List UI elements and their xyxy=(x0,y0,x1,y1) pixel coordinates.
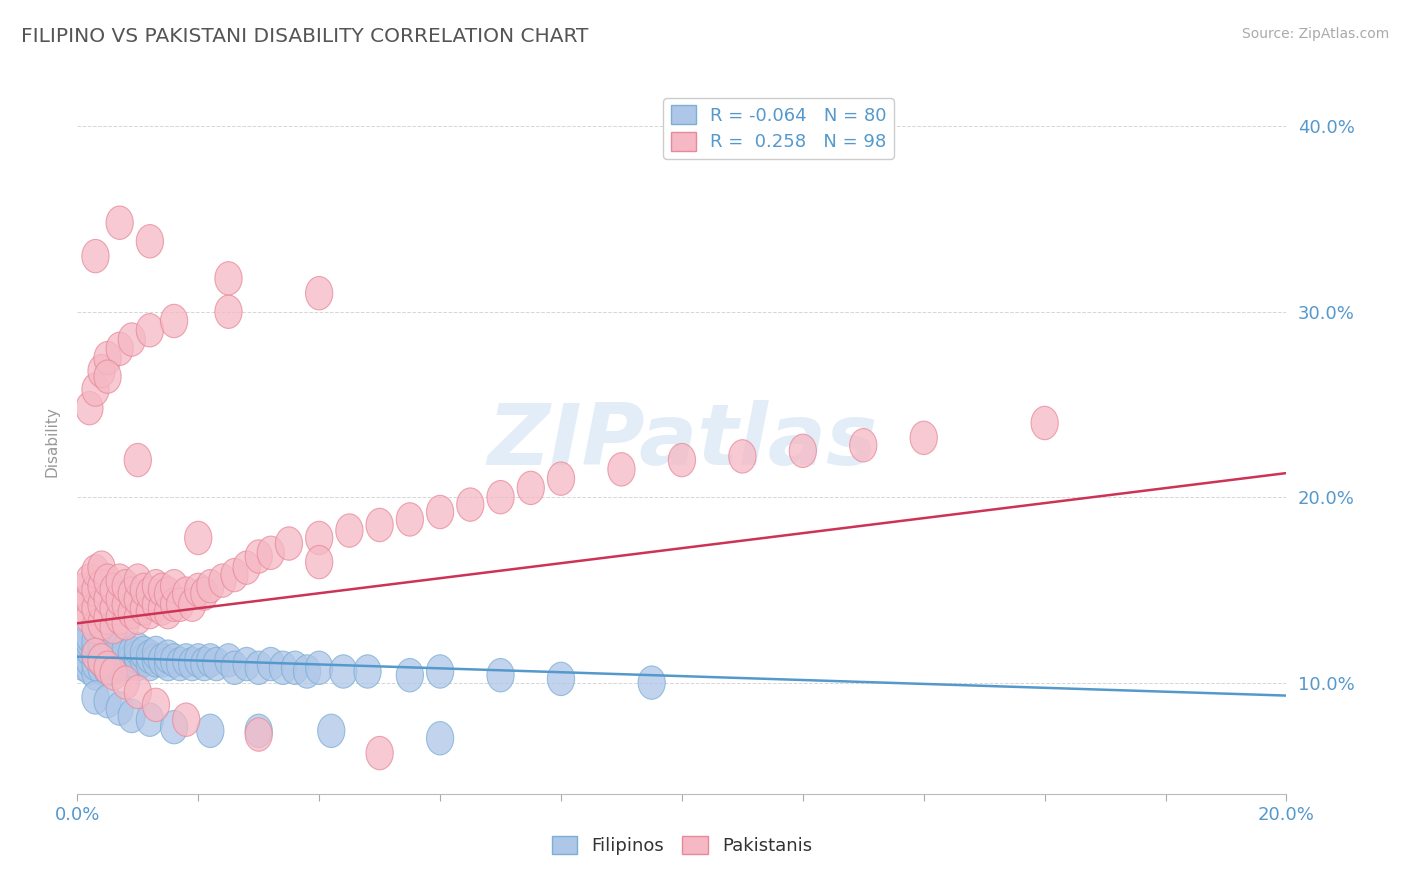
Text: Source: ZipAtlas.com: Source: ZipAtlas.com xyxy=(1241,27,1389,41)
Legend: Filipinos, Pakistanis: Filipinos, Pakistanis xyxy=(544,829,820,863)
Text: FILIPINO VS PAKISTANI DISABILITY CORRELATION CHART: FILIPINO VS PAKISTANI DISABILITY CORRELA… xyxy=(21,27,589,45)
Text: ZIPatlas: ZIPatlas xyxy=(486,400,877,483)
Y-axis label: Disability: Disability xyxy=(44,406,59,477)
